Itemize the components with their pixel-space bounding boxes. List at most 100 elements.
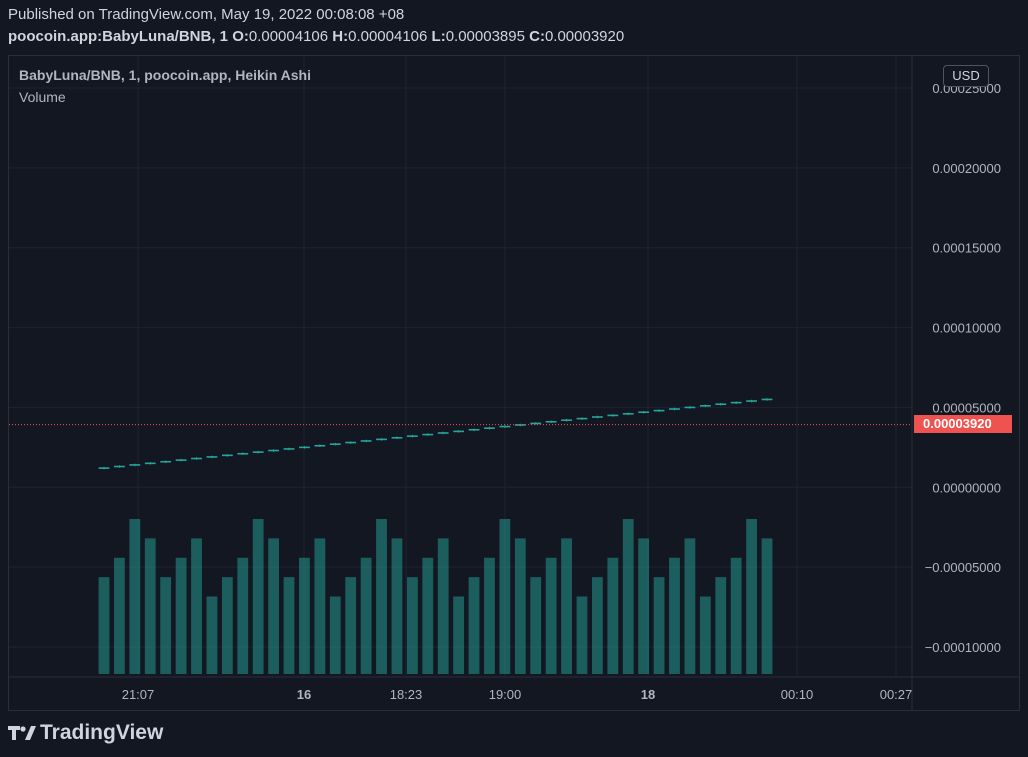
y-tick-label: 0.00020000 xyxy=(932,161,1001,176)
volume-bar xyxy=(114,557,125,674)
candle-body xyxy=(484,427,495,429)
volume-bar xyxy=(437,538,449,674)
candle-body xyxy=(669,408,680,410)
volume-bar xyxy=(561,538,572,674)
volume-bar xyxy=(638,538,650,674)
candle-body xyxy=(514,424,526,426)
candle-body xyxy=(360,440,372,442)
volume-bar xyxy=(299,557,310,674)
volume-bar xyxy=(283,577,295,674)
high-value: 0.00004106 xyxy=(348,28,428,45)
candle-body xyxy=(653,409,665,412)
candle-body xyxy=(761,398,773,401)
x-tick-label: 00:27 xyxy=(880,687,913,702)
volume-bar xyxy=(730,557,742,674)
volume-bar xyxy=(607,557,619,674)
candle-body xyxy=(638,411,650,414)
volume-bar xyxy=(360,557,372,674)
candle-body xyxy=(422,433,434,436)
volume-bar xyxy=(160,577,172,674)
y-tick-label: 0.00000000 xyxy=(932,480,1001,495)
volume-bar xyxy=(345,577,357,674)
x-tick-label: 19:00 xyxy=(489,687,522,702)
currency-button[interactable]: USD xyxy=(943,65,989,87)
candle-body xyxy=(622,413,634,415)
candle-body xyxy=(329,443,341,445)
high-label: H: xyxy=(332,28,349,45)
candle-body xyxy=(160,460,172,463)
volume-bar xyxy=(622,519,634,674)
volume-bar xyxy=(484,557,495,674)
candle-body xyxy=(252,451,264,453)
volume-bar xyxy=(669,557,680,674)
volume-bar xyxy=(329,596,341,674)
volume-bar xyxy=(268,538,280,674)
y-tick-label: 0.00015000 xyxy=(932,241,1001,256)
volume-bar xyxy=(252,519,264,674)
candle-body xyxy=(268,449,280,452)
volume-bar xyxy=(684,538,696,674)
volume-bar xyxy=(314,538,326,674)
legend-volume: Volume xyxy=(19,89,66,105)
y-tick-label: −0.00005000 xyxy=(925,560,1001,575)
volume-bar xyxy=(237,557,249,674)
volume-bar xyxy=(221,577,233,674)
x-tick-label: 00:10 xyxy=(781,687,814,702)
candle-body xyxy=(175,459,187,461)
volume-bar xyxy=(422,557,434,674)
volume-bar xyxy=(576,596,588,674)
open-label: O: xyxy=(232,28,249,45)
candle-body xyxy=(607,414,619,417)
candle-body xyxy=(453,430,465,433)
candle-body xyxy=(299,446,310,449)
volume-bar xyxy=(591,577,603,674)
volume-bar xyxy=(499,519,511,674)
candle-body xyxy=(715,403,727,406)
volume-bar xyxy=(206,596,218,674)
tradingview-logo-icon xyxy=(8,726,36,740)
symbol-label: poocoin.app:BabyLuna/BNB, 1 xyxy=(8,28,229,45)
close-label: C: xyxy=(529,28,545,45)
x-tick-label: 18 xyxy=(641,687,655,702)
candle-body xyxy=(699,405,711,407)
candle-body xyxy=(561,419,572,422)
candle-body xyxy=(114,465,125,468)
x-tick-label: 21:07 xyxy=(122,687,155,702)
volume-bar xyxy=(98,577,110,674)
volume-bar xyxy=(653,577,665,674)
candle-body xyxy=(237,452,249,455)
candle-body xyxy=(314,444,326,447)
candle-body xyxy=(391,436,403,439)
volume-bar xyxy=(746,519,757,674)
candle-body xyxy=(376,438,387,441)
legend-title: BabyLuna/BNB, 1, poocoin.app, Heikin Ash… xyxy=(19,67,311,83)
volume-bar xyxy=(129,519,141,674)
candle-body xyxy=(129,464,141,466)
volume-bar xyxy=(453,596,465,674)
candle-body xyxy=(221,454,233,457)
footer-brand[interactable]: TradingView xyxy=(8,721,163,745)
volume-bar xyxy=(391,538,403,674)
candle-body xyxy=(283,448,295,450)
close-value: 0.00003920 xyxy=(544,28,625,45)
volume-bar xyxy=(468,577,480,674)
candle-body xyxy=(406,435,418,437)
candle-body xyxy=(576,417,588,420)
volume-bar xyxy=(699,596,711,674)
candle-body xyxy=(530,422,542,425)
volume-bar xyxy=(545,557,557,674)
candle-body xyxy=(345,441,357,444)
volume-bar xyxy=(514,538,526,674)
x-tick-label: 18:23 xyxy=(390,687,423,702)
y-tick-label: 0.00010000 xyxy=(932,321,1001,336)
volume-bar xyxy=(175,557,187,674)
low-value: 0.00003895 xyxy=(445,28,525,45)
volume-bar xyxy=(144,538,156,674)
candle-body xyxy=(468,428,480,431)
volume-bar xyxy=(406,577,418,674)
x-tick-label: 16 xyxy=(297,687,311,702)
candle-body xyxy=(591,416,603,418)
candle-body xyxy=(206,456,218,458)
ohlc-header: poocoin.app:BabyLuna/BNB, 1 O: 0.00004106… xyxy=(8,28,624,45)
